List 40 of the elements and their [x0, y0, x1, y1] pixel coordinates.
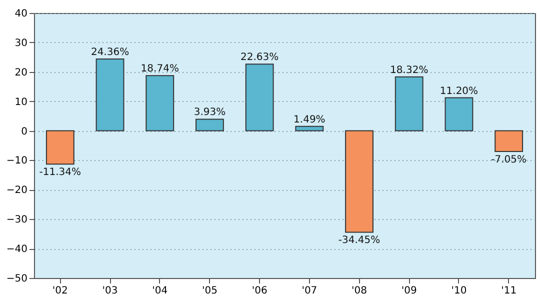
y-tick-label: 30 — [14, 38, 28, 49]
x-tick-label: '09 — [401, 286, 417, 296]
bar — [245, 64, 274, 132]
data-label: 18.74% — [140, 64, 179, 75]
bar — [394, 76, 424, 132]
y-tick-label: −50 — [6, 274, 28, 284]
x-tick-label: '08 — [352, 286, 368, 296]
y-tick-label: −40 — [6, 244, 28, 256]
y-tick-label: 0 — [21, 126, 28, 138]
data-label: 1.49% — [294, 114, 326, 126]
x-tick-label: '04 — [152, 286, 168, 296]
bar — [46, 130, 74, 165]
data-label: 18.32% — [390, 64, 428, 76]
data-label: 24.36% — [90, 47, 130, 58]
bar — [444, 97, 474, 132]
bar — [295, 126, 324, 132]
bar — [494, 130, 524, 152]
x-tick-label: '06 — [252, 286, 268, 296]
y-tick-label: −20 — [6, 185, 28, 196]
data-label: -34.45% — [338, 235, 380, 246]
bar — [196, 118, 224, 132]
x-tick-label: '10 — [451, 286, 467, 296]
data-label: -7.05% — [491, 154, 527, 166]
bar — [96, 58, 124, 132]
x-tick-label: '11 — [501, 286, 517, 296]
x-tick-label: '02 — [52, 286, 68, 296]
y-tick-label: −30 — [6, 214, 28, 226]
bar — [146, 75, 174, 132]
bar — [345, 130, 374, 233]
y-tick-label: −10 — [6, 156, 28, 167]
data-label: 22.63% — [240, 52, 279, 64]
y-tick-label: 20 — [14, 67, 28, 78]
data-label: 11.20% — [440, 86, 478, 97]
y-tick-label: 40 — [14, 8, 28, 20]
x-tick-label: '07 — [302, 286, 318, 296]
data-label: 3.93% — [194, 107, 226, 118]
y-tick-label: 10 — [14, 96, 28, 108]
x-tick-label: '05 — [202, 286, 218, 296]
x-tick-label: '03 — [102, 286, 118, 296]
data-label: -11.34% — [39, 167, 82, 178]
